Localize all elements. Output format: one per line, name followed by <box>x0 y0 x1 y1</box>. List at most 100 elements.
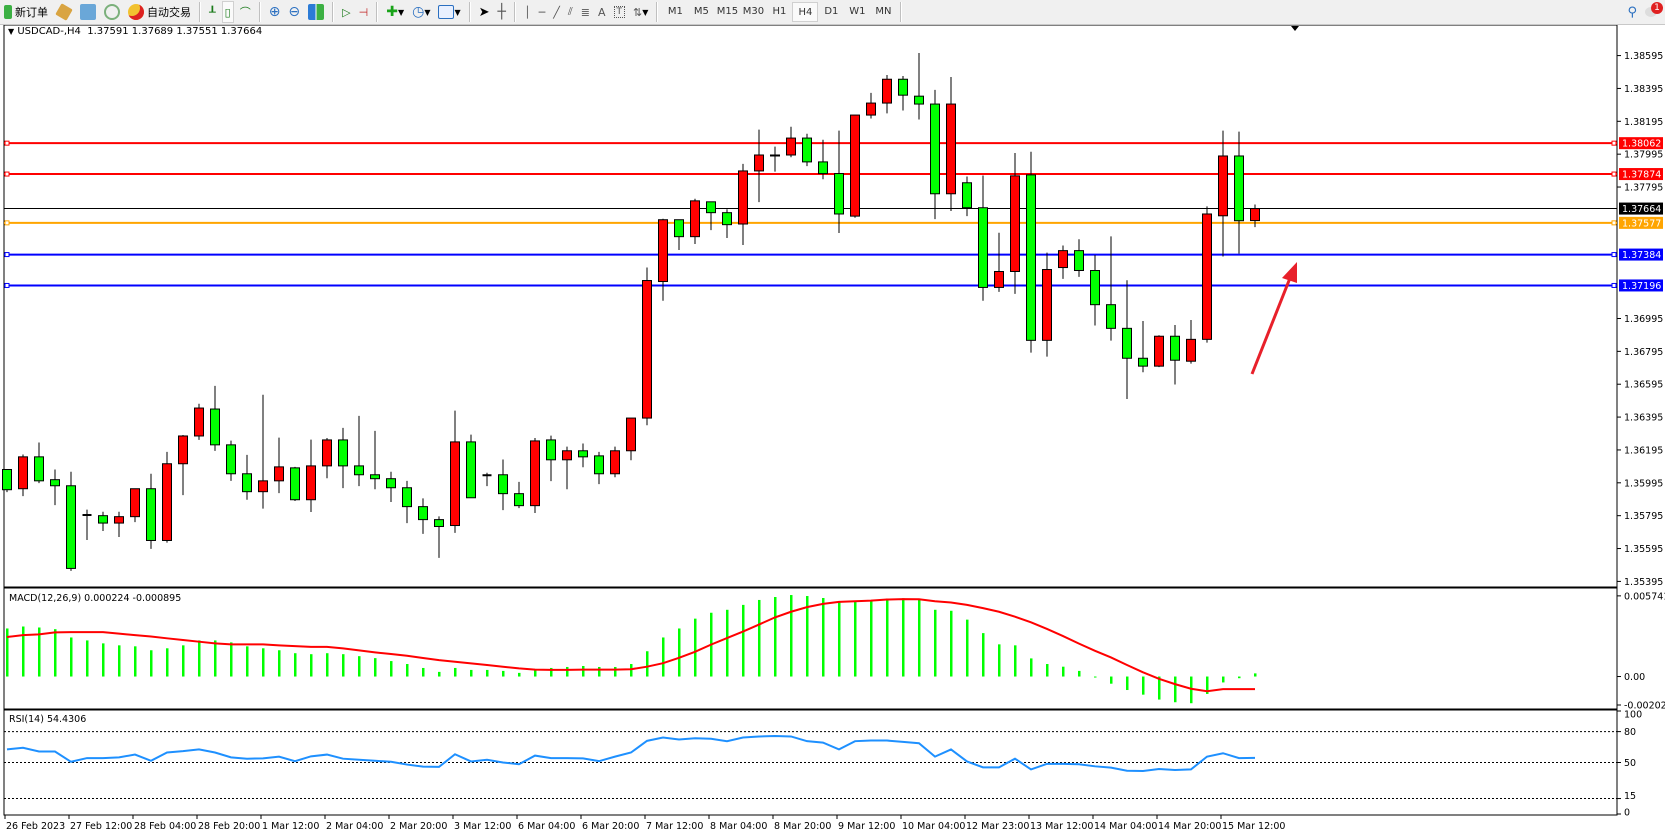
macd-bar <box>54 629 57 677</box>
candle-body <box>594 455 604 475</box>
auto-trading-button[interactable]: 自动交易 <box>126 2 193 22</box>
candle-body <box>290 467 300 501</box>
arrows-button[interactable]: ⇅ ▼ <box>633 5 649 19</box>
horizontal-line-1.37196[interactable]: 1.37196 <box>4 279 1663 292</box>
candle <box>642 267 652 426</box>
tile-windows-button[interactable] <box>306 2 326 22</box>
price-line-label: 1.37874 <box>1622 170 1661 181</box>
horizontal-line-button[interactable]: ─ <box>537 2 548 22</box>
signals-button[interactable] <box>102 2 122 22</box>
timeframe-m15-button[interactable]: M15 <box>716 6 739 17</box>
line-handle <box>4 252 10 258</box>
timeframe-w1-button[interactable]: W1 <box>849 6 866 17</box>
text-label-button[interactable]: T <box>612 2 628 22</box>
timeframe-bar: M1 M5 M15 M30 H1 H4 D1 W1 MN <box>662 2 896 22</box>
equidistant-channel-button[interactable]: ⫽ <box>566 2 575 22</box>
indicators-button[interactable]: ✚ ▼ <box>386 4 405 20</box>
toolbar-separator <box>376 2 379 22</box>
line-handle <box>4 140 10 146</box>
candle-body <box>418 506 428 521</box>
timeframe-mn-button[interactable]: MN <box>875 6 892 17</box>
candle-body <box>1170 335 1180 361</box>
candle <box>242 454 252 500</box>
candle <box>1218 130 1228 257</box>
auto-trading-icon <box>128 4 144 20</box>
price-line-label: 1.37577 <box>1622 218 1661 229</box>
horizontal-line-1.37577[interactable]: 1.37577 <box>4 216 1663 230</box>
horizontal-line-1.37664[interactable]: 1.37664 <box>4 202 1663 216</box>
chart-shift-button[interactable]: ⊣ <box>357 2 371 22</box>
macd-bar <box>582 665 585 677</box>
timeframe-h4-button[interactable]: H4 <box>792 2 819 22</box>
chart-menu-triangle-icon[interactable]: ▼ <box>8 27 15 36</box>
macd-bar <box>790 595 793 677</box>
candle <box>1186 319 1196 364</box>
timeframe-h1-button[interactable]: H1 <box>772 6 787 17</box>
trendline-button[interactable]: ╱ <box>551 2 562 22</box>
macd-bar <box>134 646 137 677</box>
candle <box>978 175 988 301</box>
chart-shift-marker-icon <box>1291 26 1299 31</box>
price-axis-label: 1.35595 <box>1624 544 1663 555</box>
line-chart-button[interactable]: ⌒ <box>238 2 253 22</box>
crosshair-button[interactable]: ┼ <box>496 2 508 22</box>
price-line-label-bg <box>1619 168 1663 181</box>
candle-body <box>962 182 972 209</box>
arrow-shaft <box>1250 272 1294 375</box>
candle-body <box>146 488 156 541</box>
macd-bar <box>742 604 745 677</box>
candle-body <box>626 417 636 452</box>
timeframe-d1-button[interactable]: D1 <box>824 6 839 17</box>
macd-bar <box>198 640 201 677</box>
chart-canvas[interactable]: 1.38595 1.38395 1.38195 1.37995 1.37795 1.369… <box>0 25 1665 837</box>
candle <box>34 442 44 484</box>
candlestick-button[interactable]: ▯ <box>221 1 234 23</box>
history-button[interactable] <box>54 2 74 22</box>
macd-bar <box>310 654 313 677</box>
candle <box>1026 151 1036 353</box>
search-button[interactable]: ⚲ <box>1625 2 1639 22</box>
auto-scroll-icon: ▷ <box>342 5 351 19</box>
timeframe-m1-button[interactable]: M1 <box>667 6 683 17</box>
candle <box>738 163 748 246</box>
bar-chart-button[interactable]: ┸ <box>207 2 218 22</box>
candle-body <box>882 78 892 104</box>
cursor-button[interactable]: ➤ <box>477 2 492 22</box>
zoom-out-button[interactable]: ⊖ <box>286 2 302 22</box>
toolbar-separator <box>513 2 516 22</box>
candle-body <box>1026 174 1036 341</box>
macd-bar <box>1126 676 1129 691</box>
chart-window[interactable]: 1.38595 1.38395 1.38195 1.37995 1.37795 1.369… <box>0 25 1665 837</box>
horizontal-lines: 1.38062 1.37874 1.37664 1.37577 1.37384 1.371… <box>4 137 1663 292</box>
macd-bar <box>1238 676 1241 679</box>
macd-bar <box>38 627 41 677</box>
time-axis-label: 15 Mar 12:00 <box>1222 821 1285 832</box>
price-axis-label: 1.37995 <box>1624 150 1663 161</box>
timeframe-m5-button[interactable]: M5 <box>693 6 709 17</box>
zoom-out-icon: ⊖ <box>288 4 301 20</box>
time-axis-label: 27 Feb 12:00 <box>70 821 132 832</box>
macd-bar <box>598 666 601 677</box>
fibonacci-button[interactable]: ≣ <box>579 2 592 22</box>
candle <box>434 516 444 558</box>
candle <box>994 232 1004 292</box>
time-axis-label: 12 Mar 23:00 <box>966 821 1029 832</box>
text-button[interactable]: A <box>596 2 608 22</box>
market-watch-button[interactable] <box>78 2 98 22</box>
periods-button[interactable]: ◷ ▼ <box>412 4 431 20</box>
time-axis-label: 8 Mar 04:00 <box>710 821 767 832</box>
templates-button[interactable]: ▼ <box>436 2 462 22</box>
macd-bar <box>1254 673 1257 677</box>
notifications-button[interactable]: 1 <box>1643 2 1663 22</box>
candle <box>530 437 540 514</box>
zoom-in-button[interactable]: ⊕ <box>267 2 283 22</box>
candle-body <box>914 95 924 105</box>
horizontal-line-1.37384[interactable]: 1.37384 <box>4 248 1663 262</box>
new-order-button[interactable]: 新订单 <box>2 2 50 22</box>
candle <box>258 394 268 509</box>
auto-scroll-button[interactable]: ▷ <box>340 2 352 22</box>
timeframe-m30-button[interactable]: M30 <box>742 6 765 17</box>
candle-body <box>1138 357 1148 367</box>
horizontal-line-1.37874[interactable]: 1.37874 <box>4 168 1663 181</box>
vertical-line-button[interactable]: │ <box>522 2 533 22</box>
